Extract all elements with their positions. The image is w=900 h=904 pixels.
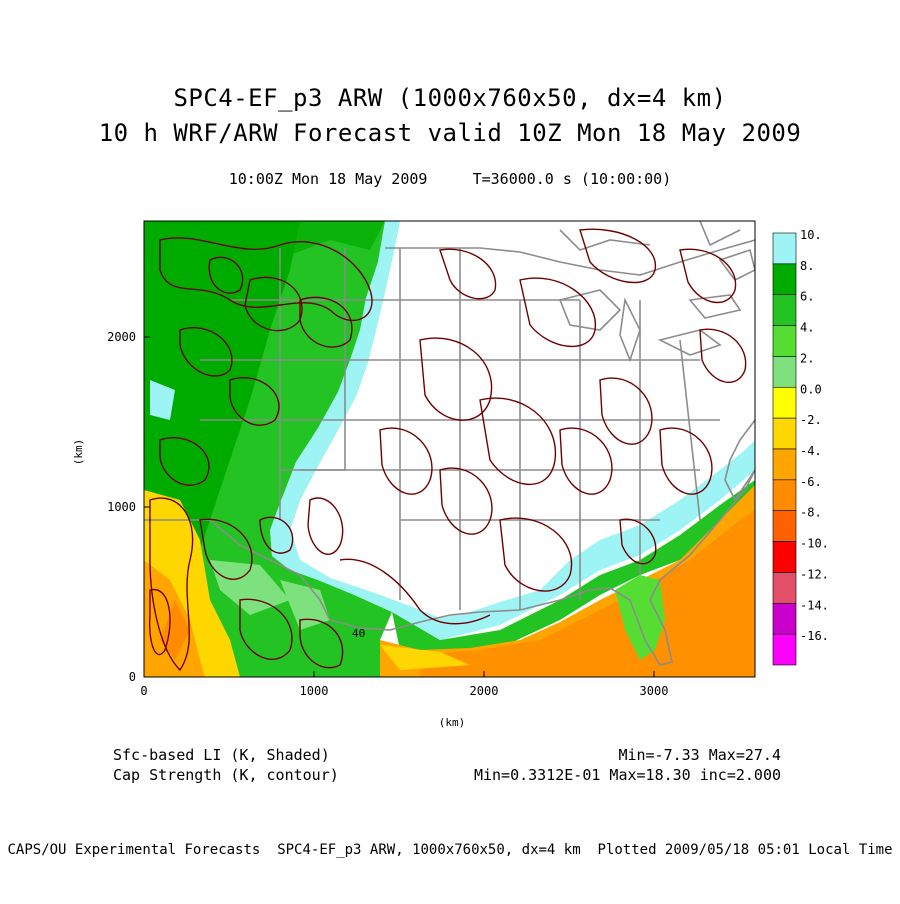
colorbar-label: -4. bbox=[800, 444, 822, 458]
colorbar-label: -16. bbox=[800, 629, 829, 643]
colorbar-label: -8. bbox=[800, 506, 822, 520]
colorbar-label: 8. bbox=[800, 259, 814, 273]
colorbar-swatch bbox=[772, 232, 797, 265]
colorbar-label: 2. bbox=[800, 351, 814, 365]
shaded-field-legend: Sfc-based LI (K, Shaded) bbox=[113, 746, 330, 764]
x-tick-label: 0 bbox=[140, 684, 147, 698]
y-tick-label: 0 bbox=[129, 670, 136, 684]
colorbar-label: 0.0 bbox=[800, 382, 822, 396]
colorbar-swatch bbox=[772, 417, 797, 450]
colorbar-swatch bbox=[772, 356, 797, 388]
colorbar-swatch bbox=[772, 602, 797, 635]
footer-credit: CAPS/OU Experimental Forecasts SPC4-EF_p… bbox=[7, 842, 893, 858]
colorbar-label: -10. bbox=[800, 537, 829, 551]
shaded-field-stats: Min=-7.33 Max=27.4 bbox=[618, 746, 781, 764]
colorbar-swatch bbox=[772, 448, 797, 481]
contour-field-stats: Min=0.3312E-01 Max=18.30 inc=2.000 bbox=[473, 766, 781, 784]
colorbar-swatch bbox=[772, 510, 797, 542]
y-tick-label: 1000 bbox=[107, 500, 136, 514]
cap-strength-contours bbox=[148, 228, 747, 672]
contour-field-legend: Cap Strength (K, contour) bbox=[113, 766, 339, 784]
x-tick-label: 3000 bbox=[640, 684, 669, 698]
colorbar-label: -14. bbox=[800, 598, 829, 612]
colorbar-label: -12. bbox=[800, 567, 829, 581]
colorbar-label: -2. bbox=[800, 413, 822, 427]
colorbar-label: 10. bbox=[800, 228, 822, 242]
map-title: SPC4-EF_p3 ARW (1000x760x50, dx=4 km) bbox=[173, 84, 727, 112]
colorbar-swatch bbox=[772, 541, 797, 573]
x-axis-label: (km) bbox=[439, 716, 466, 729]
forecast-title: 10 h WRF/ARW Forecast valid 10Z Mon 18 M… bbox=[98, 119, 802, 147]
colorbar-label: 6. bbox=[800, 290, 814, 304]
x-tick-label: 2000 bbox=[470, 684, 499, 698]
y-axis bbox=[144, 336, 150, 678]
colorbar-label: -6. bbox=[800, 475, 822, 489]
contour-label: 40 bbox=[352, 627, 365, 640]
y-axis-label: (km) bbox=[72, 439, 85, 466]
x-tick-label: 1000 bbox=[300, 684, 329, 698]
state-boundaries bbox=[144, 221, 755, 666]
colorbar-swatch bbox=[772, 386, 797, 419]
valid-time-subtitle: 10:00Z Mon 18 May 2009 T=36000.0 s (10:0… bbox=[228, 170, 672, 188]
plot-frame bbox=[143, 220, 756, 678]
colorbar-label: 4. bbox=[800, 321, 814, 335]
x-axis bbox=[143, 671, 655, 677]
colorbar-swatch bbox=[772, 263, 797, 296]
y-tick-label: 2000 bbox=[107, 330, 136, 344]
colorbar-swatch bbox=[772, 572, 797, 604]
colorbar-swatch bbox=[772, 294, 797, 326]
shaded-li-field bbox=[144, 221, 755, 677]
colorbar: 10. 8. 6. 4. 2. 0.0 -2. -4. -6. -8. -10. -12. -14. -1… bbox=[772, 228, 829, 666]
colorbar-swatch bbox=[772, 479, 797, 512]
colorbar-swatch bbox=[772, 325, 797, 357]
colorbar-swatch bbox=[772, 633, 797, 666]
